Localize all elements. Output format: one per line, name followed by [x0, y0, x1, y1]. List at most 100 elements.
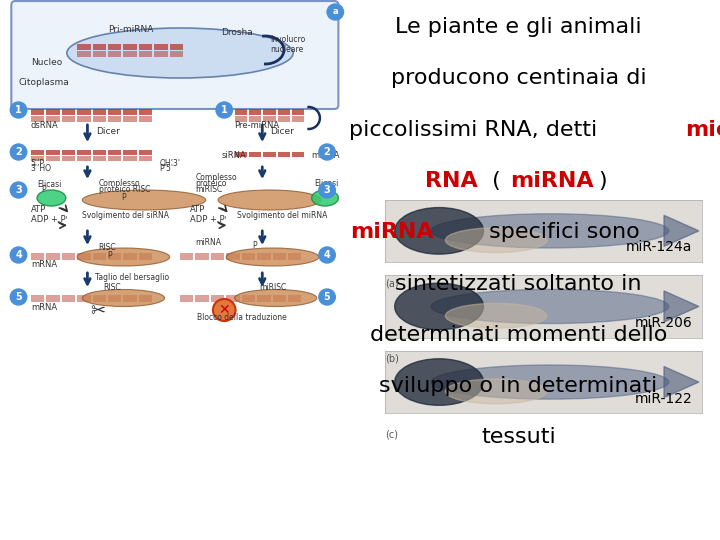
Bar	[93, 156, 106, 161]
Bar	[108, 253, 122, 260]
Text: 2: 2	[15, 147, 22, 157]
Circle shape	[10, 289, 27, 305]
Bar	[108, 295, 122, 302]
Text: ADP + Pᴵ: ADP + Pᴵ	[31, 215, 67, 224]
Bar	[46, 295, 60, 302]
Ellipse shape	[431, 289, 669, 323]
Text: ): )	[598, 171, 607, 191]
Bar	[77, 156, 91, 161]
Bar	[139, 295, 152, 302]
Bar	[249, 152, 261, 157]
Bar	[46, 253, 60, 260]
Bar	[249, 116, 261, 122]
Polygon shape	[664, 291, 699, 322]
Bar	[257, 253, 271, 260]
Bar	[273, 295, 286, 302]
Ellipse shape	[395, 207, 483, 254]
Bar	[154, 44, 168, 50]
Text: Le piante e gli animali: Le piante e gli animali	[395, 17, 642, 37]
Text: miRISC: miRISC	[259, 283, 287, 292]
Bar	[264, 116, 276, 122]
Bar	[31, 109, 44, 115]
Text: miRNA: miRNA	[195, 238, 222, 247]
Bar	[93, 109, 106, 115]
Ellipse shape	[446, 379, 546, 404]
Bar	[292, 109, 305, 115]
Bar	[77, 295, 91, 302]
Text: miRNA: miRNA	[351, 222, 434, 242]
Text: Elicasi: Elicasi	[37, 180, 61, 189]
Bar	[180, 295, 194, 302]
Text: mRNA: mRNA	[31, 303, 57, 312]
Bar	[108, 51, 122, 57]
Bar	[170, 44, 183, 50]
Text: ATP: ATP	[190, 205, 205, 214]
Text: ADP + Pᴵ: ADP + Pᴵ	[190, 215, 226, 224]
Text: mRNA: mRNA	[31, 260, 57, 269]
Ellipse shape	[226, 248, 319, 266]
Bar	[235, 109, 247, 115]
Text: 2: 2	[324, 147, 330, 157]
Text: 4: 4	[15, 250, 22, 260]
Circle shape	[216, 102, 233, 118]
Ellipse shape	[235, 289, 317, 307]
Bar	[292, 152, 305, 157]
Text: miR-206: miR-206	[635, 316, 693, 330]
Bar	[264, 152, 276, 157]
Bar	[77, 44, 91, 50]
Text: ✕: ✕	[218, 303, 230, 317]
Bar	[249, 109, 261, 115]
Bar	[93, 150, 106, 155]
Text: Taglio del bersaglio: Taglio del bersaglio	[94, 273, 168, 282]
Bar	[93, 116, 106, 122]
Text: specifici sono: specifici sono	[482, 222, 639, 242]
Bar	[226, 295, 240, 302]
Bar	[46, 156, 60, 161]
Bar	[108, 156, 122, 161]
Bar	[62, 116, 75, 122]
Bar	[123, 116, 137, 122]
Text: micro: micro	[685, 119, 720, 140]
Bar	[31, 253, 44, 260]
Text: RISC: RISC	[99, 243, 117, 252]
Circle shape	[327, 4, 343, 20]
Text: 5'’P: 5'’P	[31, 159, 45, 168]
Bar	[226, 253, 240, 260]
Bar	[273, 253, 286, 260]
Text: ✂: ✂	[91, 302, 106, 320]
Bar	[123, 109, 137, 115]
Text: 3'’HO: 3'’HO	[31, 164, 52, 173]
Circle shape	[319, 144, 336, 160]
Text: miR-124a: miR-124a	[626, 240, 693, 254]
Bar	[108, 116, 122, 122]
Bar	[77, 253, 91, 260]
Bar	[123, 295, 137, 302]
Bar	[123, 253, 137, 260]
Bar	[62, 156, 75, 161]
Bar	[46, 150, 60, 155]
Text: P’5': P’5'	[159, 164, 174, 173]
Bar	[123, 51, 137, 57]
Bar	[288, 253, 302, 260]
FancyBboxPatch shape	[12, 1, 338, 109]
Text: Dicer: Dicer	[271, 127, 294, 136]
Circle shape	[10, 247, 27, 263]
Polygon shape	[664, 367, 699, 397]
Text: tessuti: tessuti	[481, 427, 556, 448]
Circle shape	[319, 289, 336, 305]
Bar	[46, 116, 60, 122]
Bar	[242, 295, 255, 302]
Bar	[108, 109, 122, 115]
Bar	[77, 51, 91, 57]
Bar	[264, 109, 276, 115]
Bar	[170, 51, 183, 57]
Text: miRNA: miRNA	[312, 151, 340, 160]
Text: ATP: ATP	[31, 205, 46, 214]
Bar	[235, 152, 247, 157]
Text: P: P	[122, 193, 126, 202]
Bar	[31, 150, 44, 155]
Text: Svolgimento del miRNA: Svolgimento del miRNA	[237, 211, 327, 220]
Text: 1: 1	[221, 105, 228, 115]
Text: Nucleo: Nucleo	[31, 58, 62, 67]
Bar	[62, 150, 75, 155]
